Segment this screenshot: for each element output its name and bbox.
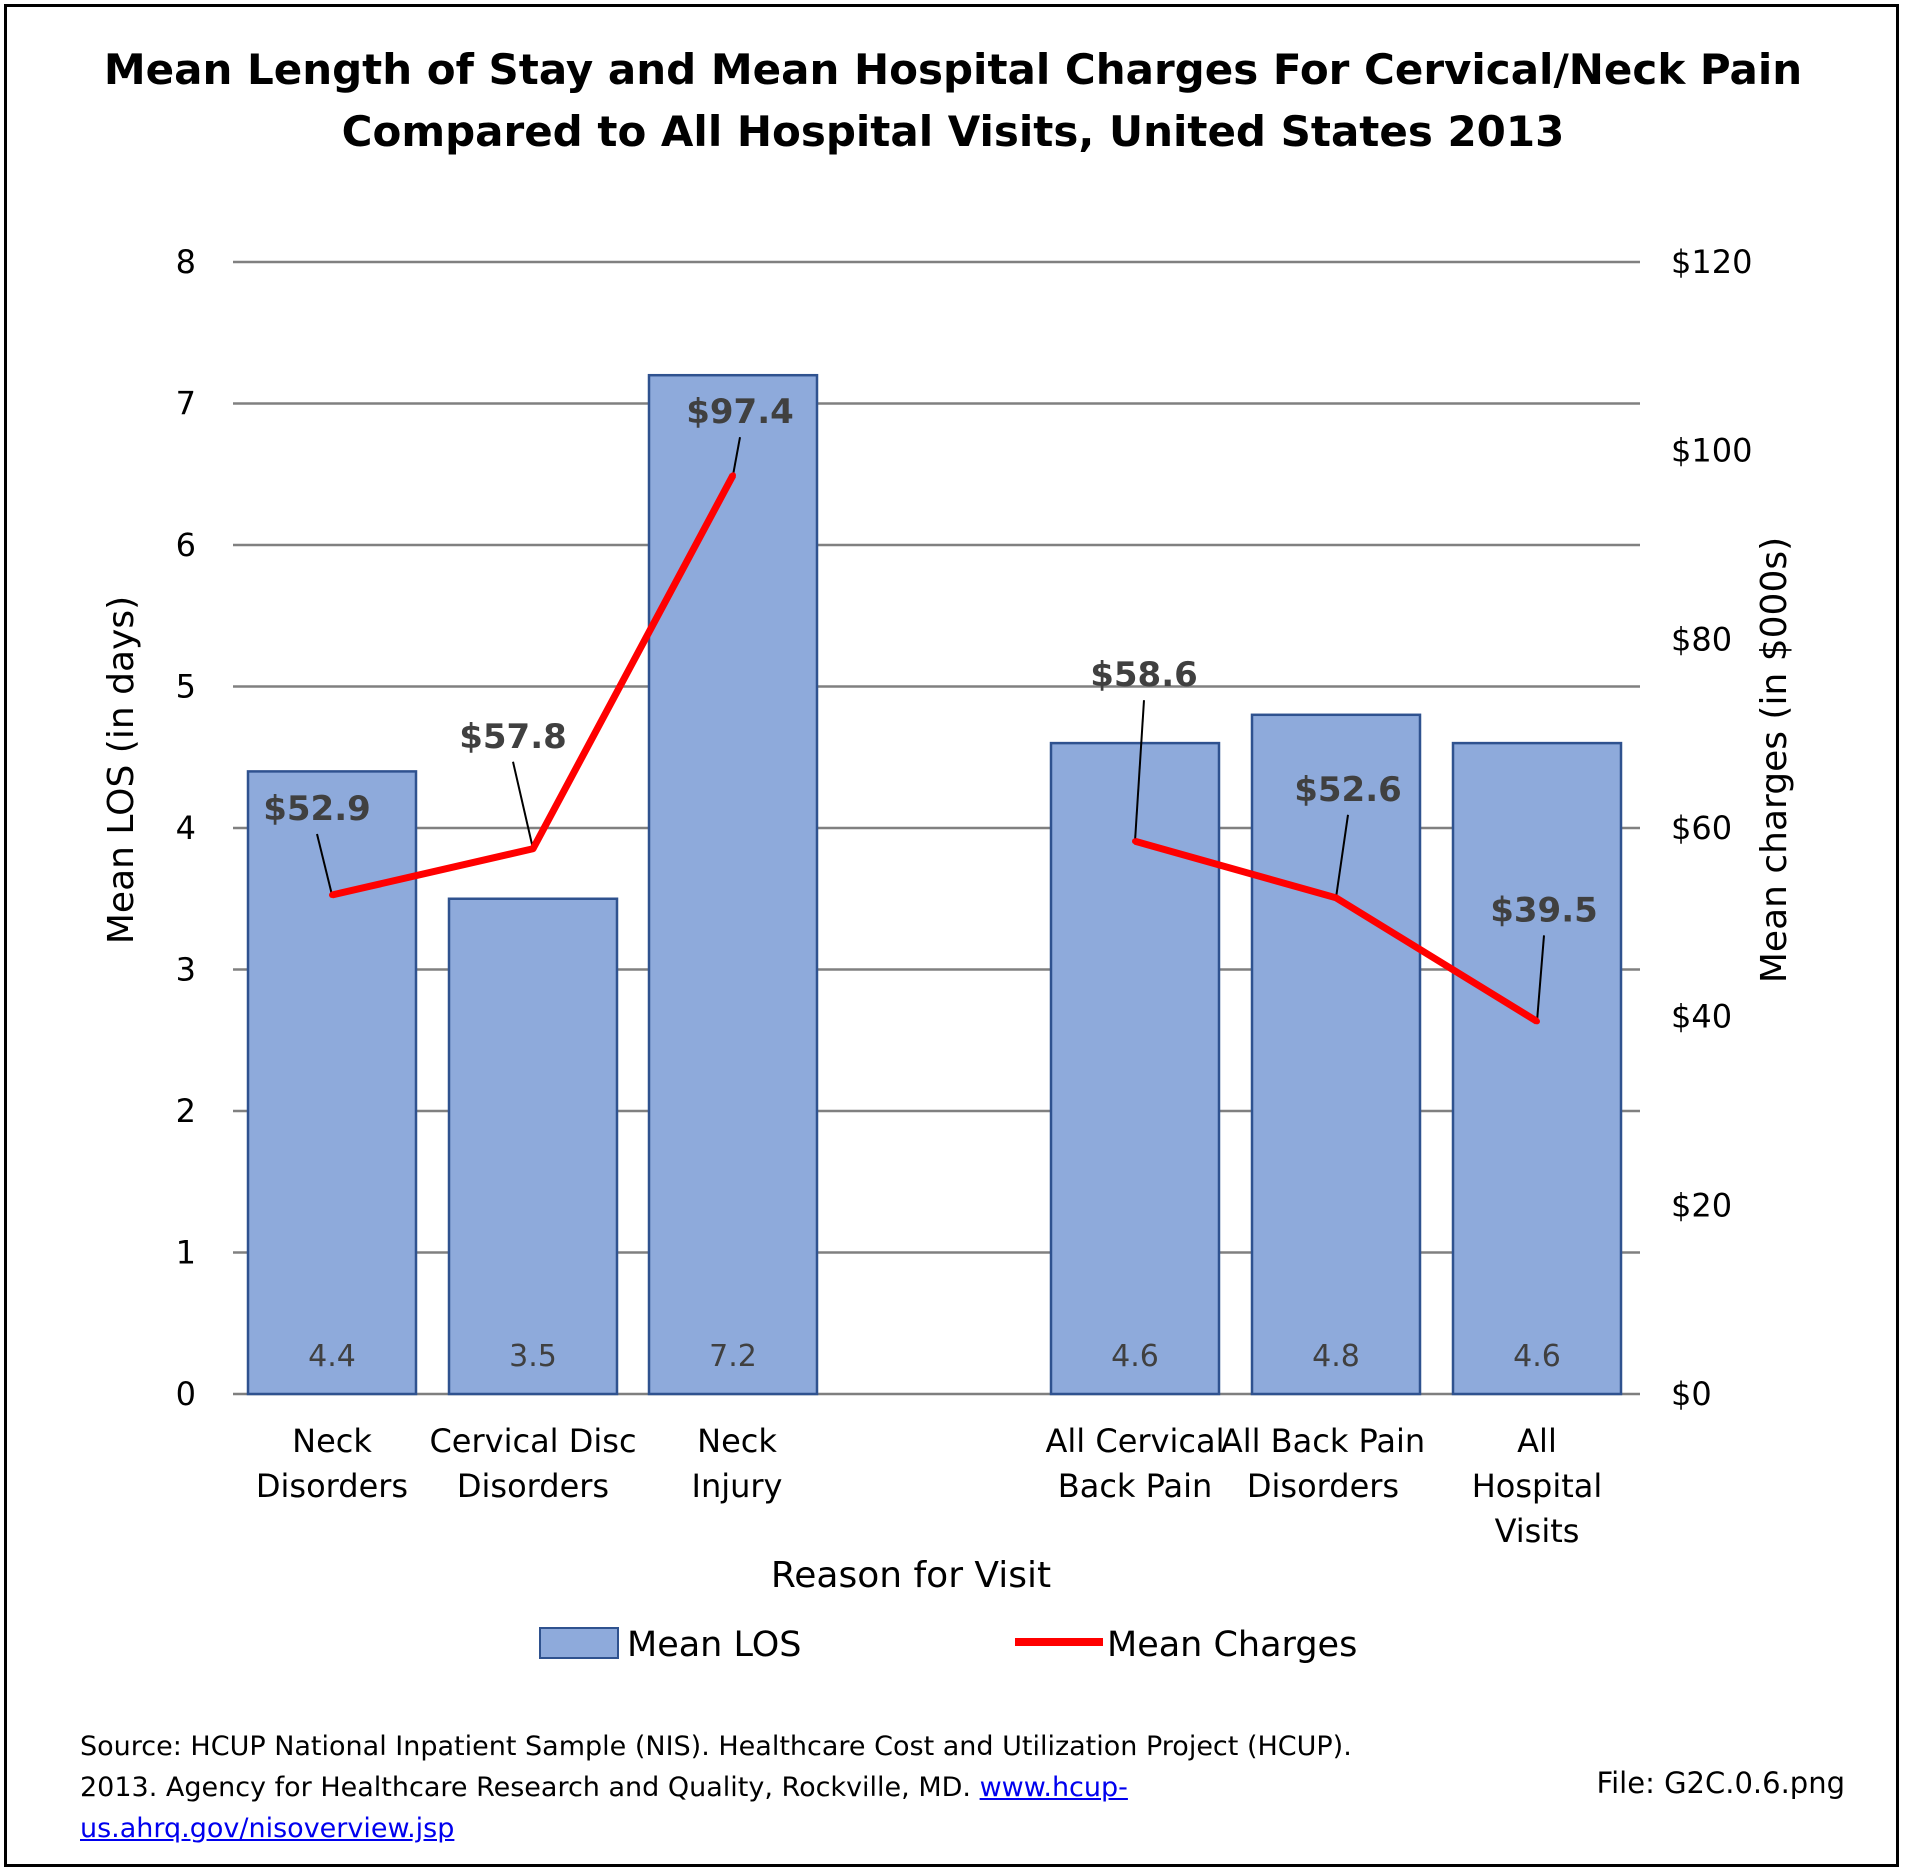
bar-value-label: 4.6 [1513,1339,1561,1374]
y2-tick-label: $100 [1671,432,1752,470]
bar [1049,741,1221,1396]
bar-value-label: 4.8 [1312,1339,1360,1374]
category-label-line: Visits [1495,1512,1580,1550]
y-axis-right-ticks: $0 $20 $40 $60 $80 $100 $120 [1671,243,1752,1413]
category-label-line: Hospital [1472,1467,1603,1505]
line-value-label: $52.6 [1294,770,1402,810]
line-value-label: $97.4 [686,392,794,432]
bar [447,897,619,1396]
bar-series [246,373,1623,1396]
category-label-line: All Cervical [1046,1422,1225,1460]
line-value-label: $58.6 [1090,655,1198,695]
category-label-line: Cervical Disc [429,1422,636,1460]
y2-axis-title: Mean charges (in $000s) [1754,537,1795,983]
category-label-line: Disorders [1247,1467,1399,1505]
y-tick-label: 0 [176,1375,196,1413]
legend-swatch-mean-los [539,1627,619,1659]
label-leader-line [1536,935,1545,1022]
line-point [730,472,736,479]
bar-value-label: 4.6 [1111,1339,1159,1374]
bar [647,373,819,1396]
category-label-line: Back Pain [1058,1467,1213,1505]
line-point [1132,838,1138,845]
bar-value-label: 4.4 [308,1339,356,1374]
label-leader-line [316,833,333,896]
x-axis-title: Reason for Visit [771,1555,1051,1596]
label-leader-line [1134,700,1145,842]
line-value-label: $52.9 [263,789,371,829]
category-label-line: Injury [692,1467,783,1505]
gridlines [233,260,1640,1396]
line-value-label: $39.5 [1490,890,1598,930]
legend-label-mean-charges: Mean Charges [1107,1625,1357,1665]
category-label: All Back Pain Disorders [1221,1422,1425,1505]
line-point [530,845,536,852]
source-text: Source: HCUP National Inpatient Sample (… [80,1731,1352,1803]
label-leader-lines [316,437,1545,1022]
y-axis-left-ticks: 0 1 2 3 4 5 6 7 8 [176,243,196,1413]
bar-value-label: 7.2 [709,1339,757,1374]
y2-tick-label: $20 [1671,1186,1732,1224]
y-tick-label: 4 [176,809,196,847]
category-label-line: All [1517,1422,1557,1460]
y2-tick-label: $40 [1671,998,1732,1036]
y-tick-label: 6 [176,526,196,564]
category-label-line: Neck [292,1422,372,1460]
category-label: Neck Disorders [256,1422,408,1505]
category-label: Neck Injury [692,1422,783,1505]
legend-label-mean-los: Mean LOS [627,1625,802,1665]
chart-title-line-2: Compared to All Hospital Visits, United … [342,107,1565,156]
category-label-line: Disorders [256,1467,408,1505]
bar-value-label: 3.5 [509,1339,557,1374]
source-note: Source: HCUP National Inpatient Sample (… [80,1726,1410,1849]
line-series [329,472,1540,1025]
y-tick-label: 1 [176,1234,196,1272]
category-label-line: Neck [697,1422,777,1460]
bar [246,770,418,1396]
file-label: File: G2C.0.6.png [1596,1766,1845,1800]
source-link[interactable]: www.hcup-us.ahrq.gov/nisoverview.jsp [80,1772,1128,1844]
y-tick-label: 8 [176,243,196,281]
legend: Mean LOS Mean Charges [539,1625,1357,1665]
bar [1250,713,1422,1396]
category-label-line: All Back Pain [1221,1422,1425,1460]
category-label: All Hospital Visits [1472,1422,1603,1550]
label-leader-line [1335,814,1349,898]
bar [1451,741,1623,1396]
category-label-line: Disorders [457,1467,609,1505]
y-tick-label: 2 [176,1092,196,1130]
chart-title: Mean Length of Stay and Mean Hospital Ch… [104,45,1802,156]
y-axis-title: Mean LOS (in days) [101,596,142,944]
category-label: Cervical Disc Disorders [429,1422,636,1505]
y2-tick-label: $80 [1671,620,1732,658]
y2-tick-label: $0 [1671,1375,1712,1413]
line-point [1333,894,1339,901]
category-label: All Cervical Back Pain [1046,1422,1225,1505]
line-value-label: $57.8 [459,717,567,757]
line-point [329,891,335,898]
label-leader-line [512,761,534,849]
line-point [1534,1018,1540,1025]
y2-tick-label: $120 [1671,243,1752,281]
chart-title-line-1: Mean Length of Stay and Mean Hospital Ch… [104,45,1802,94]
data-labels: 4.4 3.5 7.2 4.6 4.8 4.6 $52.9 $57.8 $97.4 $58.6 $5… [263,392,1598,1374]
label-leader-line [732,437,741,476]
y-tick-label: 5 [176,668,196,706]
y-tick-label: 7 [176,385,196,423]
x-axis-categories: Neck Disorders Cervical Disc Disorders Neck I… [256,1422,1602,1550]
y2-tick-label: $60 [1671,809,1732,847]
y-tick-label: 3 [176,951,196,989]
